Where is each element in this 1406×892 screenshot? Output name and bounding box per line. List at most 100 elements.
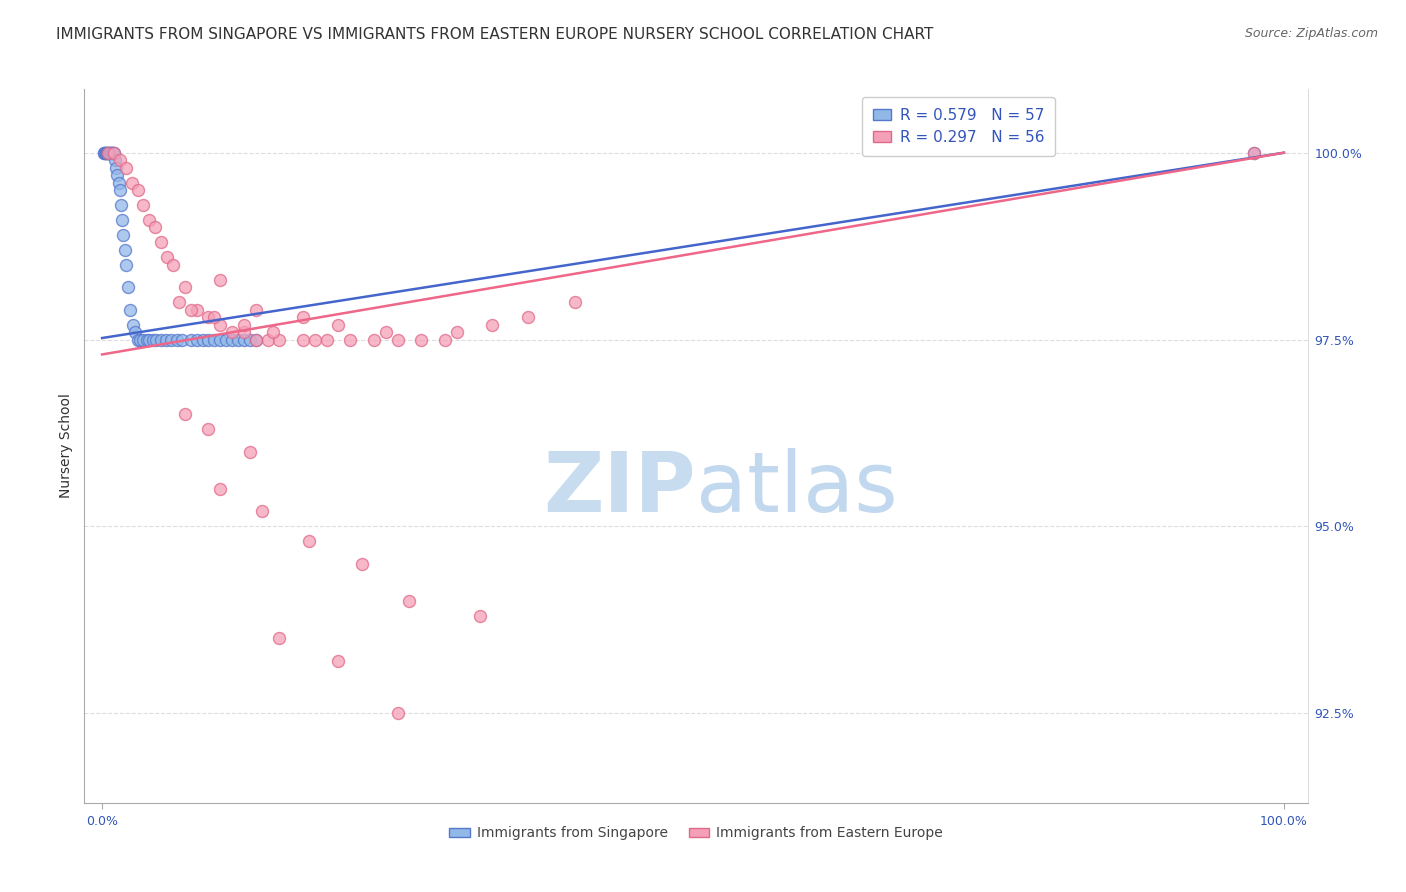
Point [191, 333, 214, 347]
Point [98, 145, 121, 160]
Point [269, 333, 291, 347]
Point [292, 333, 315, 347]
Point [209, 482, 232, 496]
Point [103, 145, 125, 160]
Point [93, 145, 115, 160]
Point [232, 325, 254, 339]
Point [226, 333, 249, 347]
Point [304, 333, 326, 347]
Point [100, 145, 122, 160]
Point [433, 333, 456, 347]
Point [239, 444, 262, 458]
Point [103, 145, 125, 160]
Point [127, 183, 149, 197]
Point [136, 333, 159, 347]
Point [107, 168, 129, 182]
Point [112, 227, 135, 242]
Point [114, 243, 136, 257]
Point [197, 310, 219, 324]
Point [328, 318, 350, 332]
Point [107, 176, 129, 190]
Point [239, 333, 262, 347]
Point [156, 250, 179, 264]
Point [94, 145, 117, 160]
Point [98, 145, 121, 160]
Point [470, 609, 492, 624]
Point [97, 145, 120, 160]
Point [143, 220, 166, 235]
Point [209, 333, 232, 347]
Point [564, 295, 586, 310]
Point [173, 280, 195, 294]
Point [180, 302, 202, 317]
Point [363, 333, 385, 347]
Point [155, 333, 177, 347]
Point [101, 145, 124, 160]
Point [108, 153, 131, 168]
Point [162, 258, 184, 272]
Point [94, 145, 117, 160]
Point [127, 333, 149, 347]
Point [167, 295, 190, 310]
Legend: Immigrants from Singapore, Immigrants from Eastern Europe: Immigrants from Singapore, Immigrants fr… [443, 821, 949, 846]
Point [215, 333, 238, 347]
Point [120, 302, 142, 317]
Point [398, 594, 420, 608]
Point [114, 161, 136, 175]
Point [173, 407, 195, 421]
Point [110, 198, 132, 212]
Point [129, 333, 152, 347]
Point [262, 325, 284, 339]
Point [150, 235, 173, 250]
Point [93, 145, 115, 160]
Point [256, 333, 278, 347]
Point [209, 318, 232, 332]
Point [186, 333, 208, 347]
Point [96, 145, 118, 160]
Text: atlas: atlas [696, 449, 897, 529]
Point [197, 422, 219, 436]
Point [411, 333, 433, 347]
Text: ZIP: ZIP [544, 449, 696, 529]
Point [166, 333, 188, 347]
Point [124, 325, 146, 339]
Point [197, 333, 219, 347]
Point [96, 145, 118, 160]
Point [292, 310, 315, 324]
Point [352, 557, 374, 571]
Point [339, 333, 361, 347]
Point [1243, 145, 1265, 160]
Point [97, 145, 120, 160]
Point [328, 654, 350, 668]
Point [232, 333, 254, 347]
Point [232, 318, 254, 332]
Point [145, 333, 167, 347]
Point [138, 333, 160, 347]
Point [202, 333, 225, 347]
Point [202, 310, 225, 324]
Point [100, 145, 122, 160]
Point [180, 333, 202, 347]
Point [209, 273, 232, 287]
Y-axis label: Nursery School: Nursery School [59, 393, 73, 499]
Text: Source: ZipAtlas.com: Source: ZipAtlas.com [1244, 27, 1378, 40]
Point [374, 325, 396, 339]
Point [132, 333, 155, 347]
Point [1243, 145, 1265, 160]
Point [221, 325, 243, 339]
Point [132, 198, 155, 212]
Point [138, 213, 160, 227]
Point [387, 333, 409, 347]
Point [186, 302, 208, 317]
Point [104, 153, 127, 168]
Point [245, 333, 267, 347]
Point [121, 318, 143, 332]
Point [245, 333, 267, 347]
Point [117, 280, 139, 294]
Point [221, 333, 243, 347]
Point [481, 318, 503, 332]
Point [250, 504, 273, 518]
Point [114, 258, 136, 272]
Point [159, 333, 181, 347]
Point [103, 145, 125, 160]
